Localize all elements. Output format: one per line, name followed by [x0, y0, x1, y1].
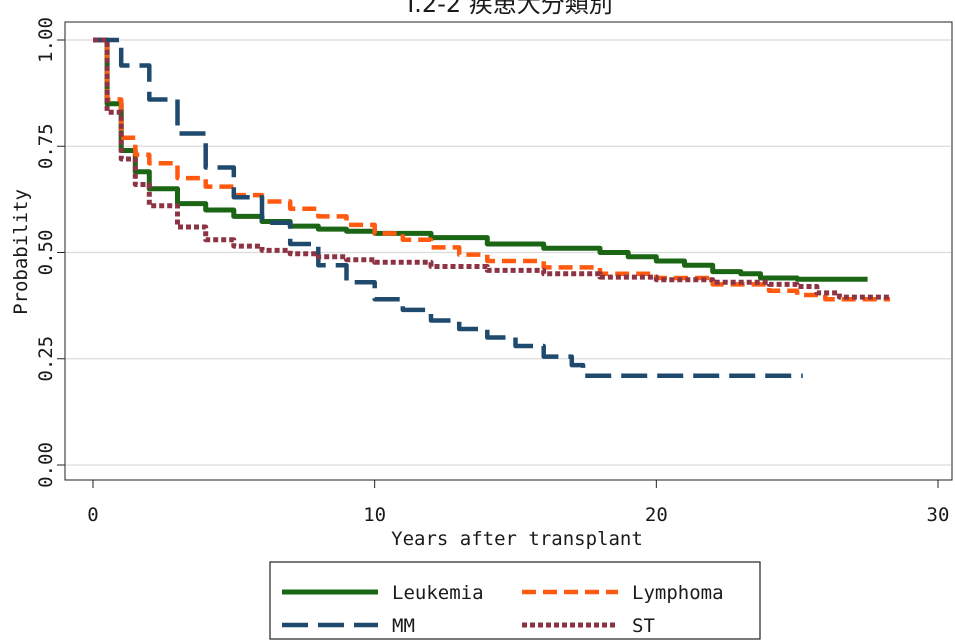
x-axis-ticks: 0 10 20 30 — [87, 480, 949, 526]
y-tick-label: 0.00 — [35, 442, 57, 488]
y-axis-label: Probability — [10, 189, 32, 315]
y-tick-label: 0.50 — [35, 230, 57, 276]
gridlines — [66, 39, 951, 466]
chart-title: I.2-2 疾患大分類別 — [407, 0, 613, 18]
series-line-mm — [93, 37, 803, 379]
legend-label-st: ST — [632, 615, 655, 637]
x-tick-label: 30 — [927, 504, 950, 526]
series-layer — [93, 37, 891, 379]
legend-label-leukemia: Leukemia — [392, 582, 484, 604]
plot-area — [64, 21, 953, 481]
x-tick-label: 0 — [87, 504, 98, 526]
x-tick-label: 10 — [363, 504, 386, 526]
series-line-lymphoma — [93, 37, 891, 302]
legend-label-mm: MM — [392, 615, 415, 637]
legend: Leukemia Lymphoma MM ST — [269, 561, 761, 640]
series-line-st — [93, 37, 891, 300]
y-tick-label: 1.00 — [35, 17, 57, 63]
legend-label-lymphoma: Lymphoma — [632, 582, 724, 604]
x-axis-label: Years after transplant — [391, 528, 643, 550]
legend-box — [269, 561, 761, 640]
y-axis-ticks: 0.00 0.25 0.50 0.75 1.00 — [35, 17, 65, 488]
y-tick-label: 0.25 — [35, 336, 57, 382]
x-tick-label: 20 — [645, 504, 668, 526]
y-tick-label: 0.75 — [35, 123, 57, 169]
